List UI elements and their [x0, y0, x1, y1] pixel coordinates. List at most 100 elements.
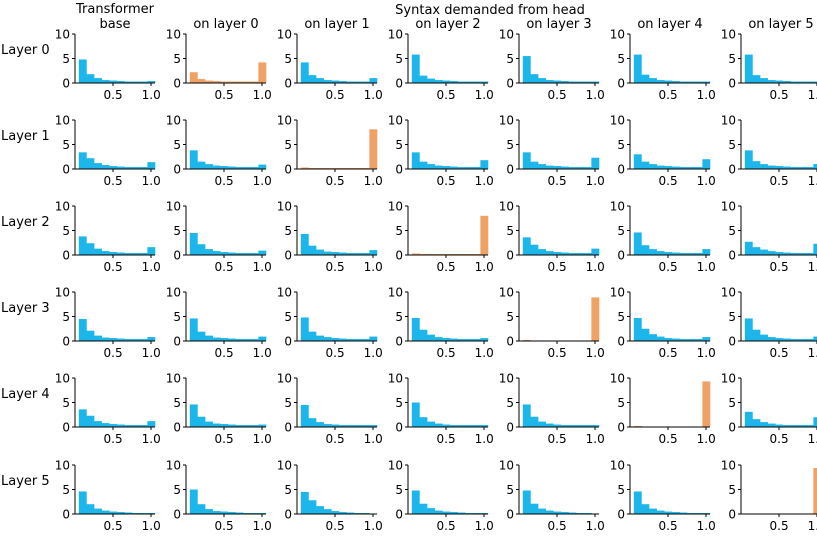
histogram-bar — [411, 490, 420, 514]
histogram-panel: 0 5 10 0.5 1.0 — [721, 459, 817, 533]
histogram-bar — [782, 338, 791, 341]
row-label: Layer 3 — [1, 301, 50, 316]
column-header: on layer 4 — [637, 17, 702, 32]
histogram-bar — [671, 338, 680, 341]
histogram-bar — [101, 423, 110, 427]
y-tick-label: 5 — [506, 483, 514, 497]
histogram-bar — [480, 425, 489, 427]
histogram-bar — [480, 338, 489, 341]
histogram-bar — [205, 421, 213, 427]
y-tick-label: 10 — [166, 114, 181, 128]
histogram-bar — [250, 253, 259, 255]
x-tick-label: 1.0 — [253, 346, 272, 360]
y-tick-label: 5 — [395, 52, 403, 66]
histogram-bar — [694, 339, 703, 341]
histogram-bar — [649, 78, 657, 83]
y-tick-label: 0 — [284, 77, 292, 91]
histogram-bar — [419, 75, 428, 83]
y-tick-label: 10 — [388, 28, 403, 42]
histogram-bar — [813, 417, 817, 427]
histogram-bar — [760, 334, 768, 341]
histogram-bar — [197, 504, 206, 514]
x-tick-label: 0.5 — [548, 432, 567, 446]
histogram-bar — [212, 423, 221, 427]
x-tick-label: 0.5 — [104, 432, 123, 446]
histogram-bar — [361, 81, 370, 83]
histogram-bar — [633, 317, 642, 341]
histogram-bar — [679, 81, 688, 83]
histogram-bar — [641, 161, 650, 169]
histogram-bar — [308, 418, 317, 427]
histogram-bar — [805, 253, 814, 255]
y-tick-label: 5 — [284, 310, 292, 324]
histogram-bar — [442, 80, 451, 83]
y-tick-label: 5 — [617, 396, 625, 410]
y-tick-label: 0 — [395, 421, 403, 435]
histogram-bar — [338, 81, 347, 83]
histogram-bar — [354, 425, 363, 427]
histogram-bar — [78, 152, 87, 169]
histogram-bar — [116, 166, 125, 169]
histogram-bar — [457, 167, 466, 169]
x-tick-label: 0.5 — [104, 88, 123, 102]
histogram-bar — [212, 251, 221, 255]
histogram-bar — [427, 164, 435, 169]
histogram-bar — [553, 166, 562, 169]
x-tick-label: 1.0 — [697, 260, 716, 274]
histogram-bar — [633, 154, 642, 169]
histogram-bar — [465, 339, 474, 341]
histogram-bar — [545, 251, 554, 255]
y-tick-label: 0 — [728, 249, 736, 263]
histogram-bar — [258, 336, 267, 341]
histogram-bar — [434, 165, 443, 169]
histogram-bar — [369, 425, 378, 427]
histogram-panel: 0 5 10 0.5 1.0 — [166, 28, 272, 103]
x-tick-label: 0.5 — [437, 432, 456, 446]
y-tick-label: 10 — [721, 114, 736, 128]
y-tick-label: 0 — [506, 249, 514, 263]
histogram-panel: 0 5 10 0.5 1.0 — [721, 200, 817, 274]
histogram-bar — [560, 425, 569, 427]
y-tick-label: 10 — [277, 286, 292, 300]
histogram-bar — [790, 339, 799, 341]
histogram-bar — [545, 510, 554, 514]
y-tick-label: 0 — [284, 249, 292, 263]
y-tick-label: 0 — [284, 508, 292, 522]
histogram-bar — [679, 512, 688, 514]
x-tick-label: 0.5 — [215, 260, 234, 274]
histogram-bar — [227, 81, 236, 83]
y-tick-label: 0 — [173, 508, 181, 522]
histogram-bar — [522, 237, 531, 255]
x-tick-label: 1.0 — [586, 260, 605, 274]
x-tick-label: 1.0 — [475, 88, 494, 102]
histogram-bar — [591, 297, 600, 341]
histogram-bar — [308, 500, 317, 514]
histogram-panel: 0 5 10 0.5 1.0 — [721, 28, 817, 102]
x-tick-label: 1.0 — [586, 432, 605, 446]
histogram-bar — [568, 253, 577, 255]
histogram-bar — [782, 166, 791, 169]
histogram-bar — [752, 161, 761, 169]
histogram-bar — [220, 338, 229, 341]
histogram-bar — [694, 253, 703, 255]
histogram-bar — [116, 512, 125, 514]
histogram-bar — [369, 250, 378, 255]
y-tick-label: 0 — [617, 249, 625, 263]
x-tick-label: 1.0 — [142, 174, 161, 188]
histogram-bar — [243, 253, 252, 255]
histogram-panel: 0 5 10 0.5 1.0 — [277, 28, 383, 103]
y-tick-label: 5 — [506, 396, 514, 410]
histogram-bar — [560, 166, 569, 169]
histogram-bar — [522, 56, 531, 83]
histogram-bar — [427, 78, 435, 83]
x-tick-label: 0.5 — [770, 174, 789, 188]
x-tick-label: 1.0 — [475, 519, 494, 533]
x-tick-label: 0.5 — [659, 432, 678, 446]
column-header: on layer 5 — [748, 17, 813, 32]
y-tick-label: 5 — [284, 483, 292, 497]
x-tick-label: 1.0 — [697, 346, 716, 360]
histogram-bar — [530, 161, 539, 169]
histogram-bar — [591, 248, 600, 255]
